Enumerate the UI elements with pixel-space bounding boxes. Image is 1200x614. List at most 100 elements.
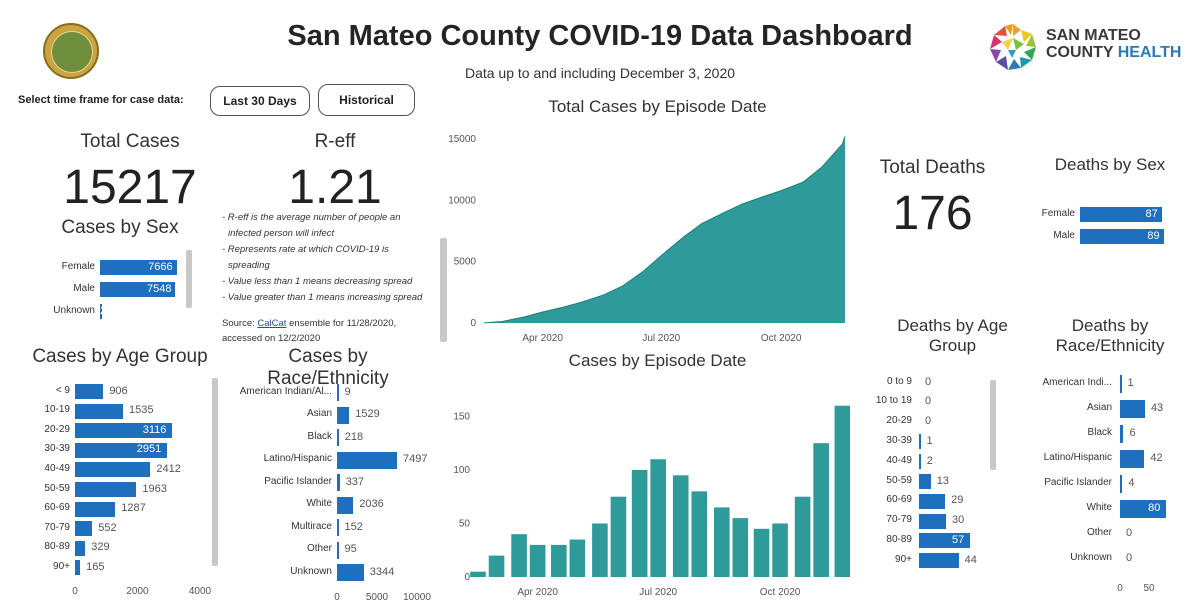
bar[interactable] [337,451,397,469]
bar[interactable] [75,501,116,517]
cumulative-cases-chart: 0 5000 10000 15000 Apr 2020 Jul 2020 Oct 2020 [448,134,846,343]
x-tick-label: Oct 2020 [760,587,801,597]
bar[interactable] [1120,475,1123,493]
bar[interactable] [1120,500,1167,518]
bar-value-label: 2 [100,304,107,317]
bar[interactable] [337,541,339,559]
cumulative-line [483,136,846,324]
daily-cases-bar [529,544,546,577]
bar[interactable] [919,474,931,489]
bar[interactable] [100,282,176,297]
deaths-by-sex-chart: Female 87 Male 89 [1000,204,1200,249]
bar-category-label: 80-89 [44,541,70,553]
bar[interactable] [1080,207,1162,222]
deaths-by-race-title: Deaths by Race/Ethnicity [1055,316,1165,355]
bar[interactable] [919,434,921,450]
daily-cases-bar [610,496,627,577]
deaths-by-age-chart: 0 to 9 0 10 to 19 0 20-29 0 30-39 1 40-49 2 50-59 1… [855,373,1020,573]
bar-value-label: 1535 [128,404,154,417]
bar[interactable] [337,429,339,446]
y-tick-label: 100 [453,465,470,476]
bar[interactable] [919,513,946,529]
cases-by-age-scrollbar[interactable] [212,378,218,566]
bar[interactable] [337,519,339,536]
y-tick-label: 15000 [448,134,476,145]
bar-value-label: 0 [925,415,932,428]
deaths-by-age-scrollbar[interactable] [990,380,996,470]
bar[interactable] [919,493,946,509]
axis-tick-label: 5000 [365,592,389,603]
bar[interactable] [337,564,364,581]
bar-category-label: Black [1087,427,1112,438]
bar[interactable] [1120,400,1145,418]
bar-category-label: 70-79 [886,514,912,526]
bar-category-label: < 9 [55,384,70,396]
bar[interactable] [337,474,340,491]
y-tick-label: 10000 [448,195,476,206]
axis-tick-label: 50 [1143,583,1155,594]
axis-tick-label: 10000 [403,592,431,603]
bar[interactable] [337,496,354,514]
bar[interactable] [75,462,151,478]
bar[interactable] [75,521,93,537]
bar[interactable] [1080,229,1164,244]
x-tick-label: Apr 2020 [522,333,563,343]
bar-value-label: 7666 [148,260,173,273]
county-seal-logo [43,23,99,79]
bar[interactable] [919,553,959,569]
bar[interactable] [75,403,123,419]
bar-value-label: 43 [1150,402,1164,414]
calcat-link[interactable]: CalCat [257,318,287,329]
bar[interactable] [919,533,971,549]
bar-value-label: 1287 [121,502,146,515]
bar[interactable] [1120,375,1122,393]
bar-value-label: 89 [1147,229,1160,242]
bar-category-label: Unknown [53,304,95,316]
bar-value-label: 80 [1148,502,1161,514]
bar-category-label: Asian [1086,402,1112,413]
axis-tick-label: 0 [72,586,78,597]
bar-value-label: 42 [1150,452,1163,464]
bar-value-label: 29 [951,494,964,507]
daily-cases-bar [732,518,749,577]
logo-county: COUNTY [1046,44,1118,61]
bar[interactable] [337,406,350,424]
cases-by-race-chart: American Indian/Al... 9 Asian 1529 Black 218 L… [222,380,440,612]
reff-note: spreading [228,260,270,271]
bar[interactable] [100,260,177,275]
bar[interactable] [75,442,168,458]
bar[interactable] [1120,425,1124,443]
y-tick-label: 5000 [454,257,477,268]
reff-scrollbar[interactable] [440,238,447,342]
daily-cases-bar [631,469,648,577]
bar-category-label: American Indi... [1042,377,1112,388]
historical-button[interactable]: Historical [318,84,415,116]
bar[interactable] [75,384,104,399]
bar-category-label: 40-49 [44,462,70,474]
bar-category-label: Latino/Hispanic [1043,452,1112,463]
last-30-days-button[interactable]: Last 30 Days [210,86,310,116]
bar[interactable] [919,454,921,470]
bar[interactable] [75,560,81,576]
bar-category-label: 90+ [895,553,912,565]
daily-cases-bar [470,571,486,577]
bar-category-label: 80-89 [886,533,912,545]
cases-by-sex-scrollbar[interactable] [186,250,192,308]
bar[interactable] [75,423,173,439]
deaths-by-sex-title: Deaths by Sex [1054,155,1166,174]
reff-note: - Value less than 1 means decreasing spr… [222,276,413,287]
bar[interactable] [75,540,86,556]
bar-category-label: 40-49 [886,454,912,466]
logo-line-2: COUNTY HEALTH [1046,44,1181,61]
bar[interactable] [1120,450,1145,468]
bar-category-label: Latino/Hispanic [263,453,332,464]
reff-note: infected person will infect [228,228,335,239]
bar-category-label: 60-69 [886,494,912,506]
bar-category-label: Asian [306,408,332,419]
bar-value-label: 9 [344,385,351,398]
bar-category-label: 20-29 [44,423,70,435]
bar-value-label: 0 [1126,552,1133,564]
bar[interactable] [75,482,137,497]
bar[interactable] [100,304,102,319]
bar[interactable] [337,384,339,401]
